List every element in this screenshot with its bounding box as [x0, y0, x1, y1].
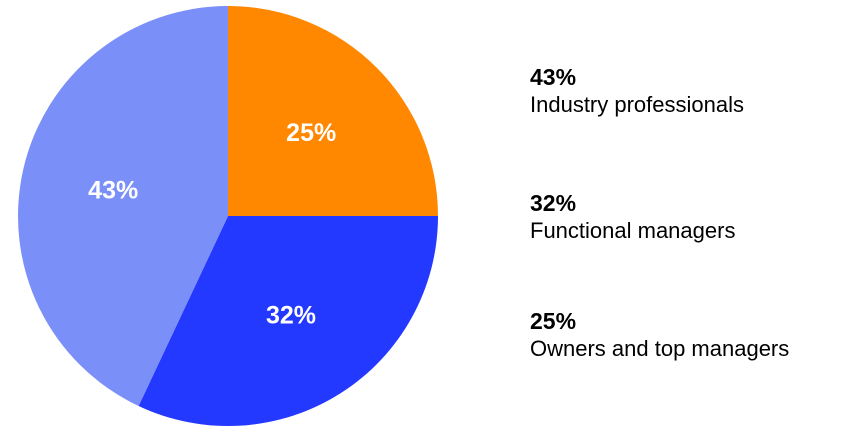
- legend-label: Owners and top managers: [530, 336, 790, 361]
- pie-slice-label-owners-and-top-managers: 25%: [286, 119, 336, 147]
- legend-label: Industry professionals: [530, 92, 744, 117]
- pie-slice-industry-professionals: [18, 6, 228, 407]
- legend-value: 25%: [530, 308, 577, 334]
- legend-entry-industry-professionals: 43% Industry professionals: [530, 64, 744, 118]
- legend-entry-functional-managers: 32% Functional managers: [530, 190, 735, 244]
- pie-slice-label-industry-professionals: 43%: [88, 176, 138, 204]
- pie-slice-label-functional-managers: 32%: [266, 301, 316, 329]
- legend-value: 32%: [530, 190, 577, 216]
- legend-value: 43%: [530, 64, 577, 90]
- legend-entry-owners-and-top-managers: 25% Owners and top managers: [530, 308, 789, 362]
- legend-label: Functional managers: [530, 218, 736, 243]
- pie-slice-owners-and-top-managers: [228, 6, 438, 216]
- pie-chart: 25% 32% 43%: [18, 6, 438, 426]
- pie-slice-functional-managers: [138, 216, 438, 426]
